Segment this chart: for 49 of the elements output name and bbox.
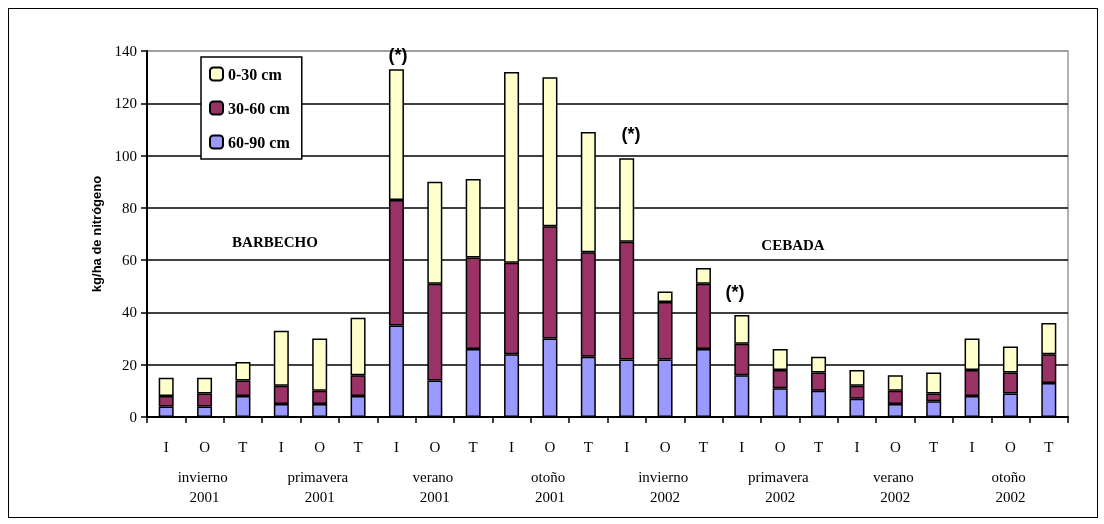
x-tick-label: O [544, 438, 556, 455]
x-tick-label: O [889, 438, 901, 455]
y-tick-label: 0 [129, 409, 137, 425]
x-tick-label: O [774, 438, 786, 455]
y-tick-label: 100 [114, 147, 137, 164]
x-tick-label: I [739, 438, 745, 455]
x-tick-label: I [854, 438, 860, 455]
annotation: (*) [621, 124, 641, 144]
x-tick-label: O [659, 438, 671, 455]
x-tick-label: I [509, 438, 515, 455]
x-tick-label: O [1005, 438, 1017, 455]
x-tick-label: T [468, 438, 478, 455]
x-tick-label: T [238, 438, 248, 455]
text: invierno 2001 [177, 469, 232, 505]
annotation: BARBECHO [232, 234, 318, 250]
x-tick-label: I [624, 438, 630, 455]
x-tick-label: I [278, 438, 284, 455]
x-tick-label: T [353, 438, 363, 455]
y-tick-label: 60 [122, 252, 137, 269]
x-tick-label: T [583, 438, 593, 455]
x-tick-label: T [698, 438, 709, 455]
x-tick-label: O [429, 438, 441, 455]
annotation: CEBADA [761, 237, 825, 253]
x-tick-label: I [969, 438, 975, 455]
y-tick-label: 20 [122, 356, 137, 373]
legend-label: 0-30 cm [228, 65, 283, 83]
text: verano 2002 [873, 469, 918, 505]
text: primavera 2002 [747, 469, 813, 505]
x-tick-label: T [813, 438, 824, 455]
x-tick-label: O [314, 438, 326, 455]
legend-label: 30-60 cm [228, 99, 291, 117]
y-tick-label: 140 [114, 43, 137, 59]
x-tick-label: T [929, 438, 939, 455]
x-tick-label: I [163, 438, 169, 455]
annotation: (*) [388, 45, 408, 65]
x-tick-label: I [393, 438, 399, 455]
text: verano 2001 [412, 469, 458, 505]
text: primavera 2001 [287, 469, 352, 505]
y-tick-label: 80 [122, 199, 137, 216]
y-axis-title: kg/ha de nitrógeno [89, 175, 104, 293]
text: otoño 2001 [530, 469, 569, 505]
x-tick-label: O [199, 438, 211, 455]
x-tick-label: T [1044, 438, 1054, 455]
text: invierno 2002 [638, 469, 692, 505]
y-tick-label: 120 [114, 95, 137, 112]
text: otoño 2002 [991, 469, 1030, 505]
legend-label: 60-90 cm [228, 133, 291, 151]
y-tick-label: 40 [122, 304, 137, 321]
annotation: (*) [725, 282, 745, 302]
